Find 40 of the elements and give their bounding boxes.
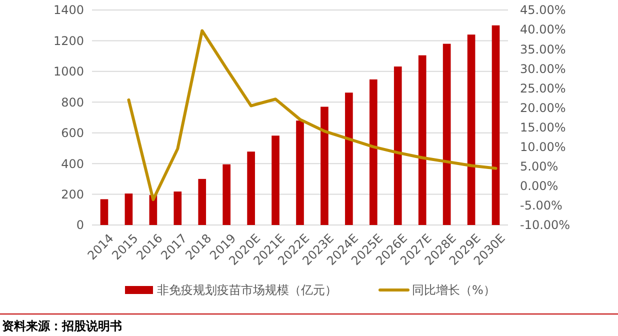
bar — [467, 34, 476, 225]
bar — [394, 66, 402, 225]
y2-tick-label: 35.00% — [520, 42, 566, 56]
text: 资料来源：招股说明书 — [2, 319, 122, 334]
y-tick-label: 1400 — [53, 3, 84, 18]
y-tick-label: 400 — [61, 156, 84, 171]
y-tick-label: 600 — [61, 126, 84, 140]
bar — [198, 178, 206, 225]
y-tick-label: 1200 — [53, 34, 84, 48]
bar — [174, 192, 182, 225]
y2-tick-label: 5.00% — [520, 160, 558, 174]
bar — [124, 194, 133, 225]
bar — [442, 44, 451, 225]
y2-tick-label: -10.00% — [520, 218, 570, 232]
y-tick-label: 1000 — [53, 64, 84, 79]
y-tick-label: 200 — [61, 187, 84, 202]
bar — [492, 25, 500, 225]
y2-tick-label: 0.00% — [520, 179, 558, 194]
y-tick-label: 0 — [76, 218, 84, 232]
bar — [369, 79, 378, 225]
bar — [272, 136, 280, 225]
bar — [345, 92, 353, 225]
y2-tick-label: -5.00% — [520, 198, 562, 213]
y2-tick-label: 45.00% — [520, 3, 566, 18]
bar — [100, 199, 108, 225]
bar — [418, 55, 426, 225]
y2-tick-label: 15.00% — [520, 120, 566, 134]
bar — [247, 152, 255, 225]
legend-label: 非免疫规划疫苗市场规模（亿元） — [157, 283, 337, 298]
line-series — [127, 29, 498, 202]
legend-label: 同比增长（%） — [412, 283, 496, 298]
y2-tick-label: 30.00% — [520, 62, 566, 76]
y2-tick-label: 10.00% — [520, 140, 566, 154]
bar — [320, 106, 328, 225]
bar — [296, 120, 304, 225]
bar — [222, 164, 231, 225]
y-tick-label: 800 — [61, 95, 84, 110]
y2-tick-label: 25.00% — [520, 81, 566, 96]
y2-tick-label: 40.00% — [520, 22, 566, 37]
y2-tick-label: 20.00% — [520, 100, 566, 115]
